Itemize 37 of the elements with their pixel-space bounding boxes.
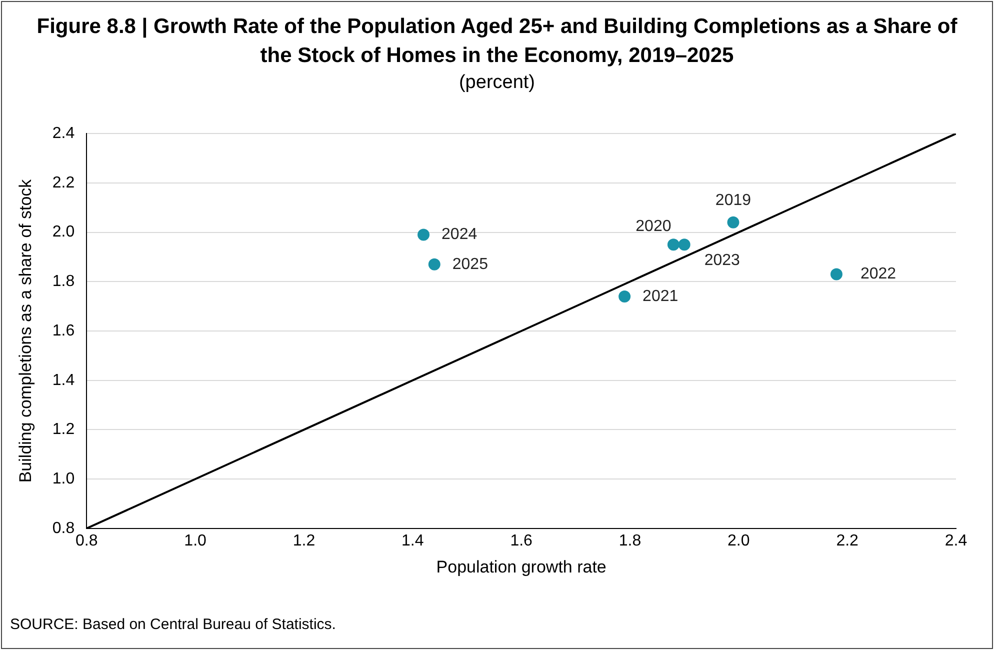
annotation: 2025 [452, 256, 488, 273]
annotation: 2019 [715, 192, 752, 209]
x-tick-label: 2.2 [836, 532, 859, 550]
x-tick-label: 1.6 [510, 532, 533, 550]
y-tick-label: 0.8 [52, 520, 75, 537]
point [727, 216, 740, 228]
x-tick-label: 1.2 [292, 532, 316, 550]
y-tick-label: 1.8 [52, 273, 75, 290]
source-note: SOURCE: Based on Central Bureau of Statistics. [10, 616, 336, 633]
chart-title: Figure 8.8 | Growth Rate of the Population Aged 25+ and Building Completions as a Share of the Stock of Homes in the Economy, 2019–2025 [36, 14, 958, 69]
x-tick-label: 1.4 [402, 532, 424, 550]
annotation: 2021 [642, 288, 678, 305]
annotation: 2023 [704, 252, 740, 270]
x-tick-label: 2.4 [944, 532, 968, 550]
y-tick-label: 1.0 [52, 470, 75, 488]
x-tick-label: 1.0 [184, 532, 207, 550]
point [428, 258, 440, 270]
annotation: 2022 [860, 266, 896, 283]
y-tick-label: 2.0 [52, 224, 75, 241]
chart-subtitle: (percent) [458, 72, 536, 94]
point [667, 238, 680, 251]
x-tick-label: 0.8 [76, 532, 98, 550]
y-axis-title: Building completions as a share of stock [16, 178, 35, 483]
x-axis-title: Population growth rate [436, 557, 606, 576]
point [618, 290, 631, 302]
y-tick-label: 1.4 [52, 372, 75, 389]
x-tick-label: 1.8 [618, 532, 642, 550]
y-tick-label: 1.6 [52, 322, 75, 340]
y-tick-label: 2.2 [52, 174, 75, 192]
annotation: 2024 [442, 226, 478, 244]
point [678, 238, 690, 251]
point [418, 228, 430, 241]
x-tick-label: 2.0 [728, 532, 750, 550]
annotation: 2020 [636, 218, 672, 236]
y-tick-label: 2.4 [52, 125, 75, 142]
y-tick-label: 1.2 [52, 421, 75, 438]
point [830, 268, 842, 280]
